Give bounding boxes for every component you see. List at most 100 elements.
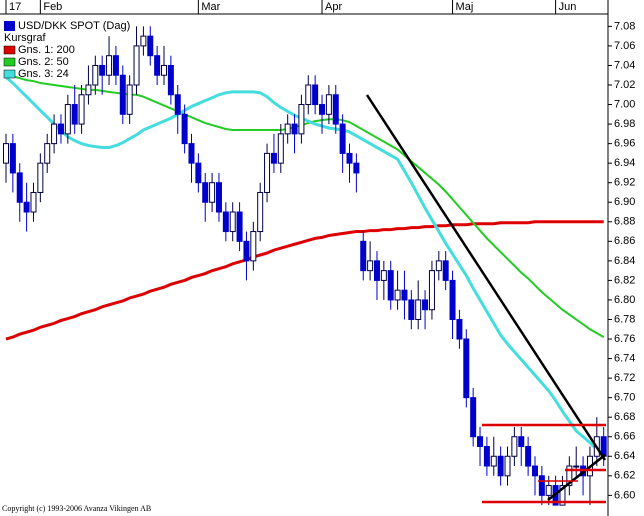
candle-body <box>325 94 332 115</box>
x-tick-label: Feb <box>43 1 62 13</box>
legend-heading: Kursgraf <box>4 32 47 44</box>
candle-body <box>174 94 181 115</box>
y-tick-label: 6.90 <box>614 196 635 208</box>
candle-body <box>525 445 532 467</box>
y-tick-label: 6.96 <box>614 138 635 150</box>
candle-body <box>92 64 99 86</box>
y-tick-label: 6.82 <box>614 274 635 286</box>
candle-body <box>78 94 85 125</box>
candle-body <box>23 201 30 213</box>
candle-body <box>181 113 188 145</box>
candle-body <box>243 240 250 262</box>
candle-body <box>531 465 538 477</box>
candle-body <box>497 455 504 477</box>
candle-body <box>30 191 37 213</box>
candle-body <box>353 162 360 174</box>
legend-label: Gns. 2: 50 <box>18 56 69 68</box>
copyright: Copyright (c) 1993-2006 Avanza Vikingen … <box>2 504 151 513</box>
y-tick-label: 6.62 <box>614 470 635 482</box>
candle-body <box>538 475 545 496</box>
y-tick-label: 6.88 <box>614 216 635 228</box>
y-tick-label: 6.74 <box>614 352 635 364</box>
legend-swatch <box>3 45 16 55</box>
candle-body <box>257 191 264 233</box>
plot-area <box>3 26 607 506</box>
x-tick-label: Maj <box>456 1 474 13</box>
candle-body <box>573 465 580 468</box>
candle-body <box>470 397 477 438</box>
legend-label: USD/DKK SPOT (Dag) <box>18 20 130 32</box>
candle-body <box>270 152 277 164</box>
candle-body <box>435 260 442 272</box>
y-tick-label: 6.60 <box>614 489 635 501</box>
candle-body <box>250 231 257 262</box>
candle-body <box>428 270 435 311</box>
candle-body <box>332 94 339 125</box>
candle-body <box>415 299 422 320</box>
y-tick-label: 7.02 <box>614 79 635 91</box>
candle-body <box>312 84 319 106</box>
x-tick-label: Apr <box>325 1 342 13</box>
candle-body <box>305 84 312 106</box>
candle-body <box>57 123 64 135</box>
candle-body <box>490 455 497 467</box>
candle-body <box>236 211 243 242</box>
candle-body <box>188 143 195 164</box>
candle-body <box>147 35 154 57</box>
x-tick-label: Mar <box>201 1 220 13</box>
y-tick-label: 6.78 <box>614 313 635 325</box>
candle-body <box>51 123 58 145</box>
y-tick-label: 6.64 <box>614 450 635 462</box>
candle-body <box>387 270 394 301</box>
candle-body <box>291 123 298 135</box>
candle-body <box>64 104 71 135</box>
candle-body <box>140 35 147 47</box>
candle-body <box>401 289 408 301</box>
candle-body <box>112 55 119 76</box>
candle-body <box>119 74 126 115</box>
candle-body <box>422 299 429 311</box>
candle-body <box>477 436 484 447</box>
candle-body <box>394 289 401 301</box>
candle-body <box>346 152 353 164</box>
legend-label: Gns. 1: 200 <box>18 44 75 56</box>
moving-average-line <box>5 74 605 338</box>
moving-average-line <box>5 76 605 457</box>
y-tick-label: 6.70 <box>614 392 635 404</box>
y-tick-label: 6.84 <box>614 255 635 267</box>
candle-body <box>339 123 346 154</box>
candle-body <box>456 318 463 340</box>
candle-body <box>284 123 291 135</box>
candle-body <box>71 104 78 125</box>
moving-average-line <box>5 220 604 341</box>
legend: USD/DKK SPOT (Dag) Kursgraf Gns. 1: 200G… <box>3 20 130 80</box>
candle-body <box>298 104 305 135</box>
y-tick-label: 7.04 <box>614 59 635 71</box>
candle-body <box>442 260 449 281</box>
y-tick-label: 7.00 <box>614 98 635 110</box>
candle-body <box>559 485 566 506</box>
y-tick-label: 6.94 <box>614 157 635 169</box>
candle-body <box>264 152 271 193</box>
candle-body <box>518 436 525 447</box>
candle-body <box>3 143 9 164</box>
candle-body <box>463 338 470 399</box>
y-tick-label: 6.86 <box>614 235 635 247</box>
legend-swatch <box>3 57 16 67</box>
candle-body <box>222 211 229 233</box>
candle-body <box>44 143 51 164</box>
candle-body <box>483 445 490 467</box>
candle-body <box>229 211 236 233</box>
y-tick-label: 6.76 <box>614 333 635 345</box>
x-tick-label: Jun <box>559 1 577 13</box>
candle-body <box>202 182 209 203</box>
y-tick-label: 6.92 <box>614 177 635 189</box>
candle-body <box>277 133 284 164</box>
legend-swatch <box>4 21 15 31</box>
candle-body <box>16 172 23 203</box>
y-tick-label: 6.68 <box>614 411 635 423</box>
candle-body <box>408 299 415 320</box>
candle-body <box>106 55 113 76</box>
candle-body <box>380 270 387 281</box>
